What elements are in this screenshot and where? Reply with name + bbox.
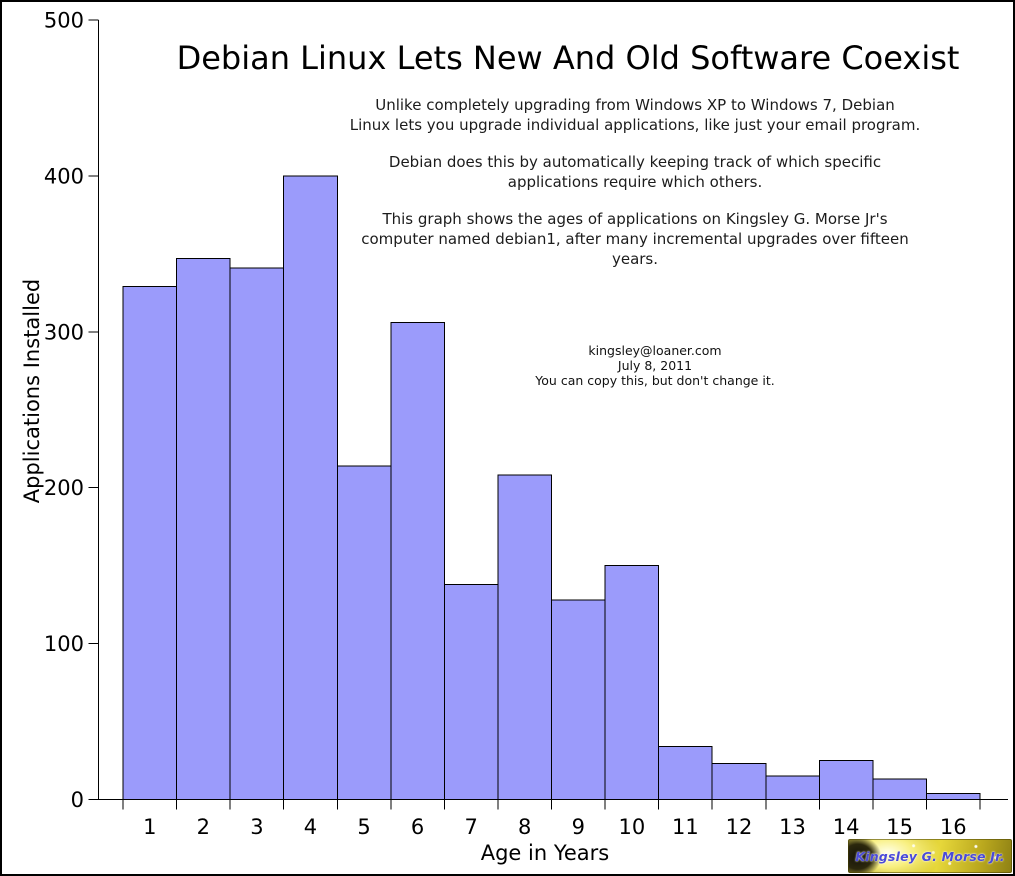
credit-email: kingsley@loaner.com (588, 343, 722, 358)
chart-title: Debian Linux Lets New And Old Software C… (176, 39, 960, 77)
x-tick-label: 3 (250, 815, 263, 839)
histogram-bar (283, 175, 338, 800)
annotation-paragraph-3: This graph shows the ages of application… (361, 210, 909, 268)
x-axis-title: Age in Years (480, 841, 610, 865)
x-tick-label: 1 (143, 815, 156, 839)
x-tick-label: 16 (940, 815, 967, 839)
y-tick-label: 500 (44, 9, 84, 33)
histogram-bar (390, 321, 445, 800)
signature-badge: Kingsley G. Morse Jr. (848, 839, 1012, 873)
y-axis-title: Applications Installed (20, 278, 44, 504)
histogram-bar (604, 565, 660, 801)
histogram-bar (711, 763, 767, 801)
histogram-bar (497, 474, 553, 800)
x-tick-label: 4 (304, 815, 317, 839)
histogram-bar (336, 465, 392, 800)
histogram-bar (122, 286, 178, 800)
x-tick-label: 8 (518, 815, 531, 839)
y-tick-label: 100 (44, 632, 84, 656)
x-tick-label: 11 (672, 815, 699, 839)
x-tick-label: 10 (618, 815, 645, 839)
histogram-bar (229, 267, 285, 800)
x-tick-label: 12 (726, 815, 753, 839)
annotation-paragraph-2: Debian does this by automatically keepin… (388, 153, 882, 191)
histogram-bar (551, 599, 606, 801)
signature-text: Kingsley G. Morse Jr. (855, 848, 1005, 864)
credit-date: July 8, 2011 (617, 358, 693, 373)
y-tick-label: 400 (44, 164, 84, 188)
y-tick-label: 200 (44, 476, 84, 500)
credit-block: kingsley@loaner.com July 8, 2011 You can… (357, 343, 953, 388)
histogram-bar (818, 760, 874, 801)
y-tick-label: 0 (71, 788, 84, 812)
credit-license: You can copy this, but don't change it. (535, 373, 775, 388)
histogram-bar (443, 583, 499, 800)
annotation-paragraph-1: Unlike completely upgrading from Windows… (349, 96, 921, 134)
histogram-bar (925, 792, 981, 801)
x-tick-label: 13 (779, 815, 806, 839)
x-tick-label: 7 (464, 815, 477, 839)
x-tick-label: 15 (886, 815, 913, 839)
x-tick-label: 14 (833, 815, 860, 839)
histogram-bar (658, 745, 713, 800)
x-tick-label: 5 (357, 815, 370, 839)
histogram-bar (176, 258, 231, 800)
x-tick-label: 9 (572, 815, 585, 839)
x-tick-label: 2 (197, 815, 210, 839)
histogram-bar (872, 778, 927, 800)
histogram-bar (765, 775, 820, 800)
y-tick-label: 300 (44, 320, 84, 344)
x-tick-label: 6 (411, 815, 424, 839)
